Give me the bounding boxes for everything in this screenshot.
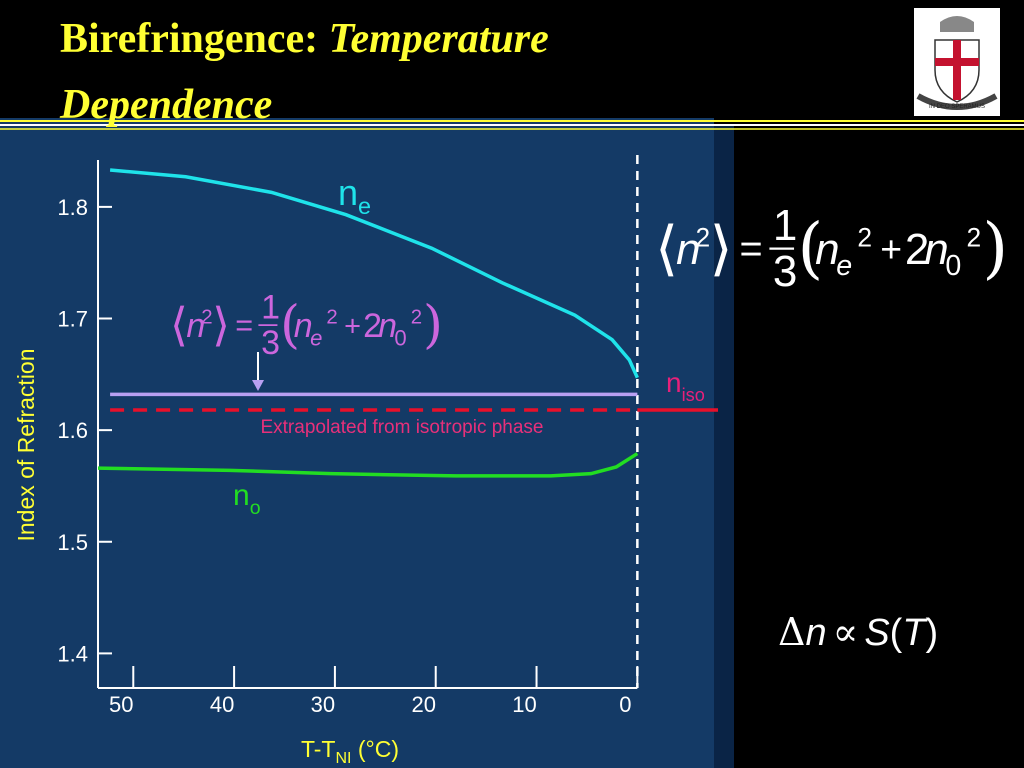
formula-part: ( — [890, 612, 903, 654]
x-axis-label: T-TNI (°C) — [301, 736, 399, 767]
title-italic: Dependence — [59, 82, 272, 128]
formula-part: ⟩ — [710, 214, 733, 283]
x-tick-label: 30 — [311, 692, 335, 717]
cross — [935, 58, 979, 66]
formula-part: 0 — [945, 250, 961, 282]
formula-part: n — [924, 225, 948, 274]
formula-part: = — [235, 308, 253, 342]
label-sub: iso — [682, 385, 705, 405]
label-main: n — [233, 479, 250, 512]
formula-part: + — [344, 310, 361, 342]
x-tick-label: 0 — [619, 692, 631, 717]
formula-part: n — [378, 307, 397, 345]
title: Birefringence: Temperature — [60, 16, 549, 62]
formula-part: 2 — [857, 222, 872, 252]
formula-part: ) — [926, 612, 939, 654]
formula-part: ∝ — [833, 610, 859, 654]
banner — [916, 93, 998, 110]
series-label: no — [233, 479, 261, 519]
formula-part: 3 — [773, 247, 797, 296]
formula-part: 1 — [773, 201, 797, 250]
formula-part: 2 — [905, 225, 929, 274]
formula-part: ⟩ — [212, 297, 230, 351]
formula-part: ( — [280, 296, 300, 355]
label-main: n — [338, 172, 358, 213]
formula-part: S — [864, 612, 889, 654]
x-tick-label: 50 — [109, 692, 133, 717]
x-tick-label: 40 — [210, 692, 234, 717]
x-label-sub: NI — [335, 750, 351, 767]
x-label-unit: (°C) — [351, 736, 399, 762]
formula-part: Δ — [778, 610, 805, 654]
series-label: niso — [666, 367, 705, 405]
formula-part: 3 — [261, 324, 280, 362]
formula-part: n — [186, 307, 205, 345]
y-tick-label: 1.8 — [57, 195, 88, 220]
cross — [953, 40, 961, 100]
formula-part: 2 — [326, 306, 337, 328]
logo: IN DEO SPERAMUS — [914, 8, 1000, 116]
formula-part: 2 — [201, 306, 212, 328]
formula-part: n — [294, 307, 313, 345]
label-sub: e — [358, 193, 371, 219]
x-label-main: T-T — [301, 736, 336, 762]
formula-part: = — [739, 227, 762, 271]
x-tick-label: 10 — [512, 692, 536, 717]
formula-part: + — [880, 228, 902, 270]
label-sub: o — [250, 497, 261, 519]
formula-part: e — [310, 326, 322, 351]
series-line — [97, 452, 639, 478]
formula-part: ) — [423, 296, 443, 355]
formula-part: n — [805, 612, 826, 654]
title-italic: Temperature — [329, 16, 549, 62]
formula-part: ) — [982, 210, 1008, 287]
formula-part: 2 — [695, 222, 710, 252]
formula-part: T — [902, 612, 928, 654]
arrow-head — [252, 380, 264, 391]
annotation: Extrapolated from isotropic phase — [260, 417, 543, 438]
formula-part: 0 — [394, 326, 406, 351]
formula-part: n — [676, 225, 700, 274]
formula-part: ⟨ — [655, 214, 678, 283]
y-tick-label: 1.7 — [57, 307, 88, 332]
order-formula: Δn ∝ S(T) — [778, 610, 938, 654]
x-tick-label: 20 — [411, 692, 435, 717]
series-label: ne — [338, 172, 371, 219]
crest — [940, 16, 974, 32]
formula-part: 2 — [411, 306, 422, 328]
formula-part: 2 — [967, 222, 982, 252]
logo-motto: IN DEO SPERAMUS — [929, 104, 985, 110]
chart-panel — [0, 118, 714, 768]
formula-part: 1 — [261, 288, 280, 326]
formula-part: 2 — [363, 307, 382, 345]
title-plain: Birefringence: — [60, 16, 318, 62]
formula-part: ⟨ — [170, 297, 188, 351]
y-axis-label: Index of Refraction — [13, 348, 39, 541]
series-line — [109, 168, 639, 379]
y-tick-label: 1.4 — [57, 641, 88, 666]
y-tick-label: 1.5 — [57, 530, 88, 555]
formula-part: e — [836, 250, 852, 282]
formula-part: ( — [798, 210, 824, 287]
label-main: n — [666, 367, 682, 398]
formula-part: n — [815, 225, 839, 274]
y-tick-label: 1.6 — [57, 418, 88, 443]
